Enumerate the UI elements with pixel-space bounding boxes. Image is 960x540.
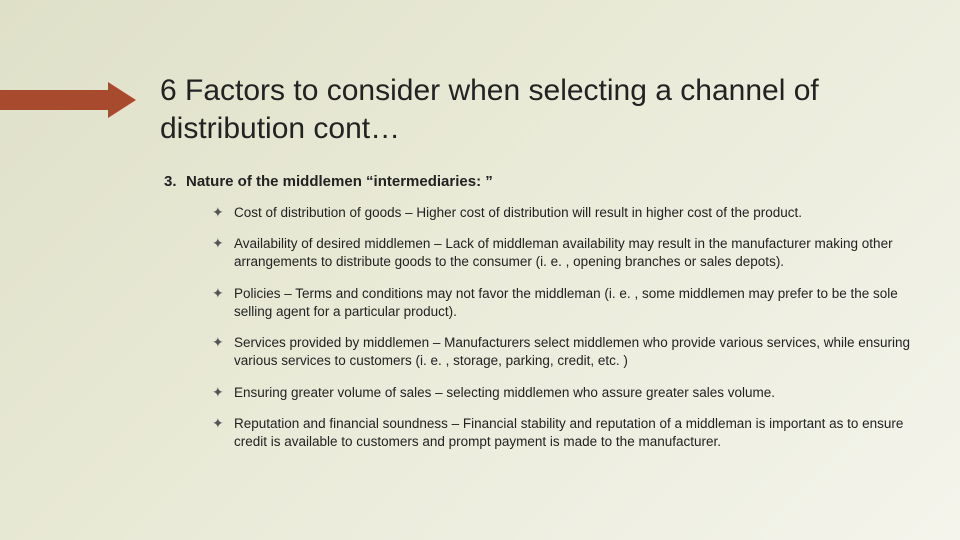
bullet-text: Cost of distribution of goods – Higher c… [234,204,920,222]
heading-text: Nature of the middlemen “intermediaries:… [186,173,493,190]
list-item: ✦ Cost of distribution of goods – Higher… [212,204,920,222]
slide-content: 6 Factors to consider when selecting a c… [160,72,920,464]
slide-title: 6 Factors to consider when selecting a c… [160,72,920,147]
bullet-text: Services provided by middlemen – Manufac… [234,334,920,370]
title-arrow-decoration [0,82,140,118]
bullet-text: Ensuring greater volume of sales – selec… [234,384,920,402]
list-item: ✦ Policies – Terms and conditions may no… [212,285,920,321]
diamond-icon: ✦ [212,384,234,401]
list-item: ✦ Reputation and financial soundness – F… [212,415,920,451]
diamond-icon: ✦ [212,334,234,351]
list-item: ✦ Services provided by middlemen – Manuf… [212,334,920,370]
heading-number: 3. [164,173,186,190]
bullet-text: Policies – Terms and conditions may not … [234,285,920,321]
diamond-icon: ✦ [212,204,234,221]
diamond-icon: ✦ [212,415,234,432]
numbered-heading: 3. Nature of the middlemen “intermediari… [164,173,920,190]
bullet-text: Reputation and financial soundness – Fin… [234,415,920,451]
diamond-icon: ✦ [212,285,234,302]
bullet-text: Availability of desired middlemen – Lack… [234,235,920,271]
bullet-list: ✦ Cost of distribution of goods – Higher… [212,204,920,451]
list-item: ✦ Ensuring greater volume of sales – sel… [212,384,920,402]
list-item: ✦ Availability of desired middlemen – La… [212,235,920,271]
diamond-icon: ✦ [212,235,234,252]
